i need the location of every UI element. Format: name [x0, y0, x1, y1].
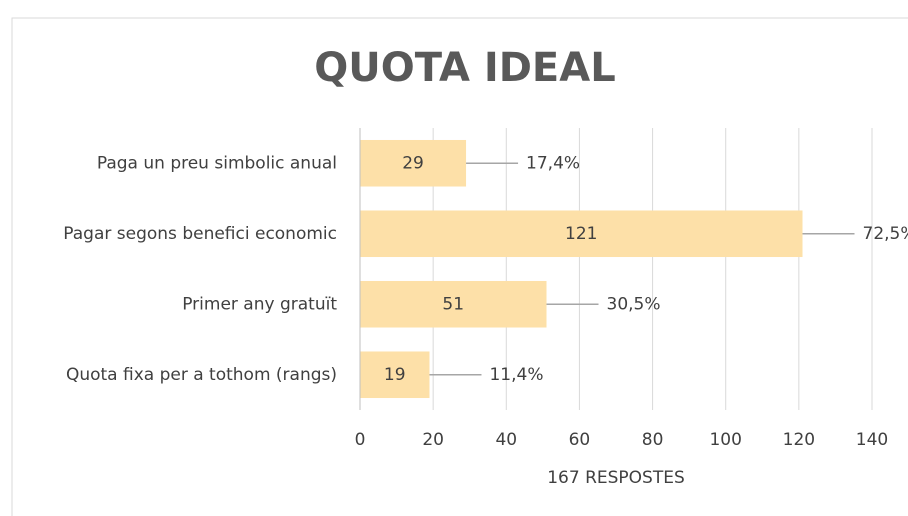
x-tick-label: 40 [495, 430, 517, 450]
percentage-label: 17,4% [526, 153, 580, 173]
value-label: 51 [442, 294, 464, 314]
bar [360, 351, 430, 399]
percentage-label: 30,5% [607, 294, 661, 314]
x-tick-label: 20 [422, 430, 444, 450]
x-tick-label: 140 [856, 430, 888, 450]
percentage-label: 72,5% [863, 224, 908, 244]
value-label: 29 [402, 153, 424, 173]
x-tick-label: 120 [783, 430, 815, 450]
bar [360, 210, 803, 258]
x-tick-label: 80 [642, 430, 664, 450]
category-label: Paga un preu simbolic anual [97, 153, 337, 173]
chart-title: QUOTA IDEAL [314, 45, 615, 91]
x-tick-label: 0 [355, 430, 366, 450]
x-tick-label: 60 [569, 430, 591, 450]
x-tick-label: 100 [709, 430, 741, 450]
chart-frame [11, 17, 908, 516]
category-label: Primer any gratuït [182, 294, 337, 314]
bar [360, 280, 547, 328]
percentage-label: 11,4% [489, 365, 543, 385]
value-label: 19 [384, 365, 406, 385]
value-label: 121 [565, 224, 597, 244]
category-label: Quota fixa per a tothom (rangs) [66, 365, 337, 385]
category-label: Pagar segons benefici economic [63, 224, 337, 244]
x-axis-title: 167 RESPOSTES [547, 468, 685, 488]
bar [360, 139, 467, 187]
